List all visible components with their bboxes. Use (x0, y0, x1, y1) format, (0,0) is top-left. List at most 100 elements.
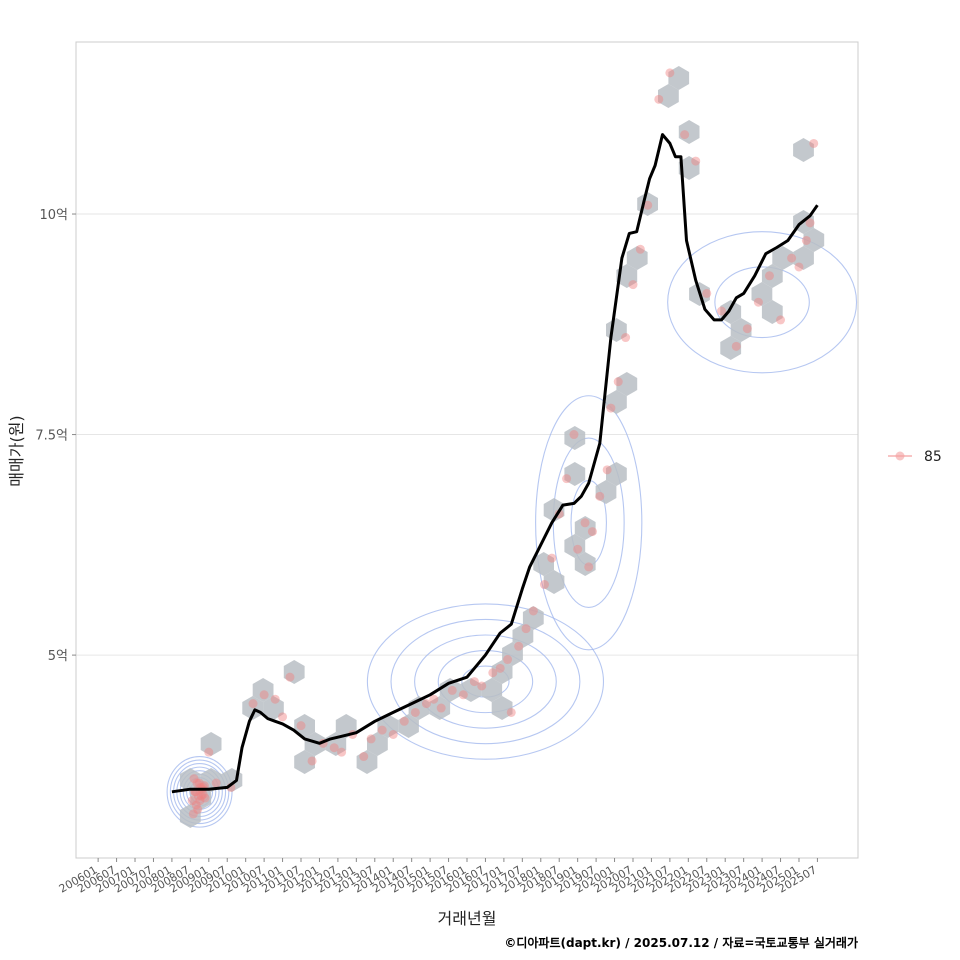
hexbin-cell (574, 552, 596, 576)
hexbin-cell (761, 264, 783, 288)
scatter-point (366, 734, 376, 744)
y-tick-label: 10억 (39, 208, 68, 223)
scatter-point (742, 324, 752, 334)
scatter-point (196, 791, 206, 801)
scatter-point (399, 716, 409, 726)
scatter-point (495, 663, 505, 673)
scatter-point (562, 474, 572, 484)
density-contour (535, 395, 643, 651)
y-axis: 5억 7.5억 10억 (35, 208, 76, 664)
grid-layer (76, 213, 858, 656)
scatter-point (654, 94, 664, 104)
scatter-point (528, 606, 538, 616)
density-contour (169, 759, 230, 825)
scatter-point (635, 244, 645, 254)
x-axis-title: 거래년월 (438, 909, 497, 928)
scatter-point (665, 68, 675, 78)
hexbin-cell (367, 732, 388, 756)
scatter-point (248, 699, 258, 709)
scatter-point (329, 743, 339, 753)
scatter-point (188, 809, 198, 819)
hexbin-cell (398, 714, 419, 738)
legend-entry-85: 85 (924, 449, 942, 465)
scatter-point (753, 297, 763, 307)
hexbin-cell (751, 282, 773, 306)
scatter-point (285, 672, 295, 682)
hexbin-cell (252, 678, 274, 702)
y-axis-title: 매매가(원) (7, 415, 26, 486)
scatter-point (584, 562, 594, 572)
scatter-point (194, 778, 204, 788)
hexbin-cell (283, 660, 305, 684)
source-caption: ©디아파트(dapt.kr) / 2025.07.12 / 자료=국토교통부 실… (504, 935, 858, 950)
scatter-point (514, 641, 524, 651)
scatter-point (702, 288, 712, 298)
scatter-point (717, 306, 727, 316)
hexbin-cell (574, 516, 596, 540)
density-contour (714, 266, 810, 339)
scatter-point (187, 796, 197, 806)
scatter-point (569, 430, 579, 440)
hexbin-cell (595, 480, 617, 504)
density-contour (667, 231, 858, 374)
trend-line (171, 133, 819, 794)
hexbin-cell (772, 246, 794, 270)
trend-line-layer (171, 133, 819, 794)
scatter-point (191, 800, 201, 810)
scatter-point (573, 544, 583, 554)
hexbin-cell (606, 462, 627, 486)
hexbin-cell (294, 714, 315, 738)
legend-key-point (895, 451, 905, 461)
scatter-point (198, 789, 208, 799)
scatter-point (193, 804, 203, 814)
scatter-points-layer (187, 68, 819, 819)
scatter-point (189, 774, 199, 784)
scatter-point (192, 778, 202, 788)
scatter-point (259, 690, 269, 700)
hexbin-cell (678, 120, 700, 144)
scatter-point (602, 465, 612, 475)
scatter-point (359, 752, 369, 762)
hexbin-cell (668, 66, 690, 90)
scatter-point (621, 333, 631, 343)
scatter-point (388, 729, 398, 739)
hexbin-cell (658, 84, 679, 108)
hexbin-cell (522, 606, 544, 630)
scatter-point (429, 694, 439, 704)
scatter-point (805, 218, 815, 228)
scatter-point (477, 681, 487, 691)
hexbin-cell (543, 570, 565, 594)
hexbin-cell (543, 498, 565, 522)
density-contour (390, 618, 581, 745)
scatter-point (506, 707, 516, 717)
scatter-point (776, 315, 786, 325)
scatter-point (521, 624, 531, 634)
scatter-point (410, 707, 420, 717)
hexbin-cell (491, 660, 513, 684)
scatter-point (680, 130, 690, 140)
hexbin-cell (678, 156, 700, 180)
hexbin-cell (564, 426, 586, 450)
hexbin-cell (502, 642, 523, 666)
scatter-point (436, 703, 446, 713)
hexbin-cell (606, 390, 627, 414)
hexbin-cell (294, 750, 315, 774)
scatter-point (587, 527, 597, 537)
hexbin-cell (200, 768, 222, 792)
scatter-point (580, 518, 590, 528)
scatter-point (547, 553, 557, 563)
hexbin-cell (179, 768, 201, 792)
scatter-point (539, 580, 549, 590)
scatter-point (307, 756, 317, 766)
hexbin-cell (460, 678, 482, 702)
scatter-point (787, 253, 797, 263)
scatter-point (458, 690, 468, 700)
density-contour (437, 649, 534, 714)
hexbin-cell (242, 696, 264, 720)
hexbin-cell (377, 714, 399, 738)
hexbin-cell (564, 462, 586, 486)
hexbin-cell (533, 552, 554, 576)
hexbin-cell (720, 336, 742, 360)
hexbin-cell (200, 732, 222, 756)
